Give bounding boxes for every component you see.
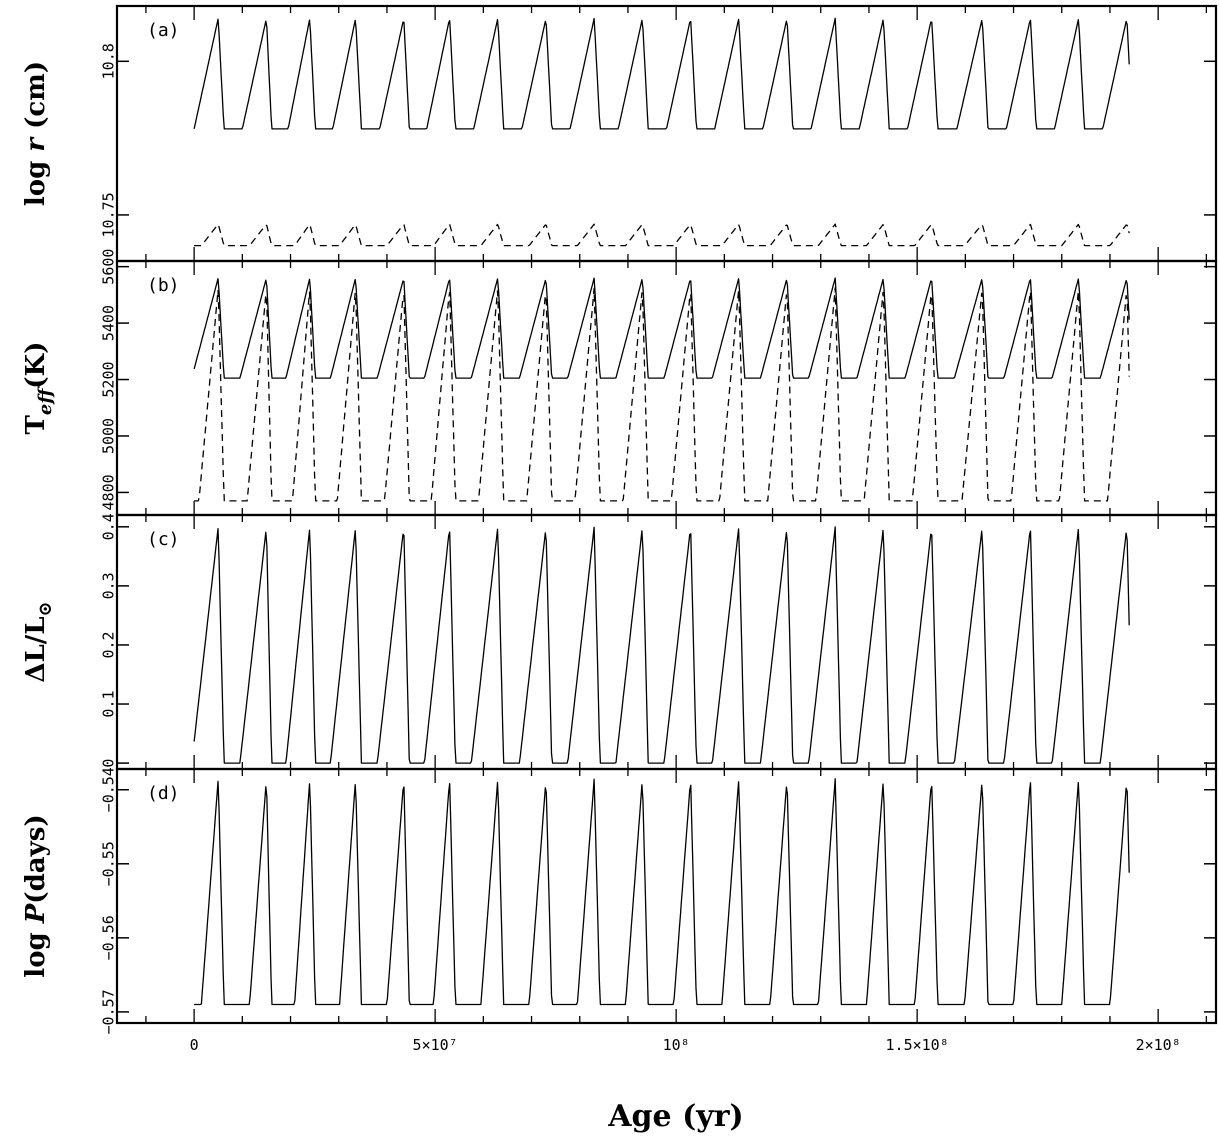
plot-frame — [115, 513, 1218, 771]
plot-frame — [115, 4, 1218, 263]
y-axis-label: ΔL/L⊙ — [21, 601, 56, 682]
x-tick-label: 1.5×10⁸ — [886, 1036, 949, 1054]
series-line-solid — [193, 277, 1130, 379]
panel-b: 4800 5000 5200 5400 5600 (b) Teff(K) — [21, 249, 1218, 517]
x-tick-label: 10⁸ — [663, 1036, 690, 1054]
series-line-dashed — [194, 223, 1130, 247]
y-axis-label: Teff(K) — [21, 342, 56, 435]
series-line-dashed — [194, 287, 1130, 502]
x-tick-label: 0 — [190, 1036, 199, 1054]
x-tick-label: 2×10⁸ — [1136, 1036, 1181, 1054]
y-tick-label: 5600 — [100, 249, 118, 285]
y-tick-label: 0 — [100, 759, 118, 768]
panel-a: 10.75 10.8 (a) log r (cm) — [21, 4, 1218, 263]
y-tick-label: −0.56 — [100, 915, 118, 960]
y-tick-label: −0.57 — [100, 989, 118, 1034]
y-tick-label: 0.1 — [100, 690, 118, 717]
panel-label: (a) — [147, 20, 180, 41]
x-tick-label: 5×10⁷ — [413, 1036, 458, 1054]
y-tick-label: −0.55 — [100, 841, 118, 886]
panel-label: (b) — [147, 275, 180, 296]
panel-d: −0.57 −0.56 −0.55 −0.54 (d) log P(days) — [21, 767, 1218, 1034]
series-line-solid — [193, 17, 1130, 130]
panel-c: 0 0.1 0.2 0.3 0.4 (c) ΔL/L⊙ — [21, 513, 1218, 771]
panel-label: (c) — [147, 529, 180, 550]
y-tick-label: −0.54 — [100, 767, 118, 812]
y-tick-label: 5200 — [100, 361, 118, 397]
y-axis-label: log r (cm) — [21, 61, 51, 206]
y-axis-label: log P(days) — [21, 814, 51, 977]
y-tick-label: 10.8 — [100, 43, 118, 79]
plot-frame — [115, 767, 1218, 1025]
y-tick-label: 10.75 — [100, 192, 118, 237]
y-tick-label: 0.2 — [100, 631, 118, 658]
y-tick-label: 5400 — [100, 305, 118, 341]
x-axis-label: Age (yr) — [607, 1099, 743, 1134]
series-line-solid — [194, 778, 1130, 1006]
panel-label: (d) — [147, 783, 180, 804]
y-tick-label: 5000 — [100, 418, 118, 454]
y-tick-label: 4800 — [100, 474, 118, 510]
series-line-solid — [193, 526, 1130, 764]
plot-frame — [115, 259, 1218, 517]
y-tick-label: 0.3 — [100, 572, 118, 599]
y-tick-label: 0.4 — [100, 513, 118, 540]
